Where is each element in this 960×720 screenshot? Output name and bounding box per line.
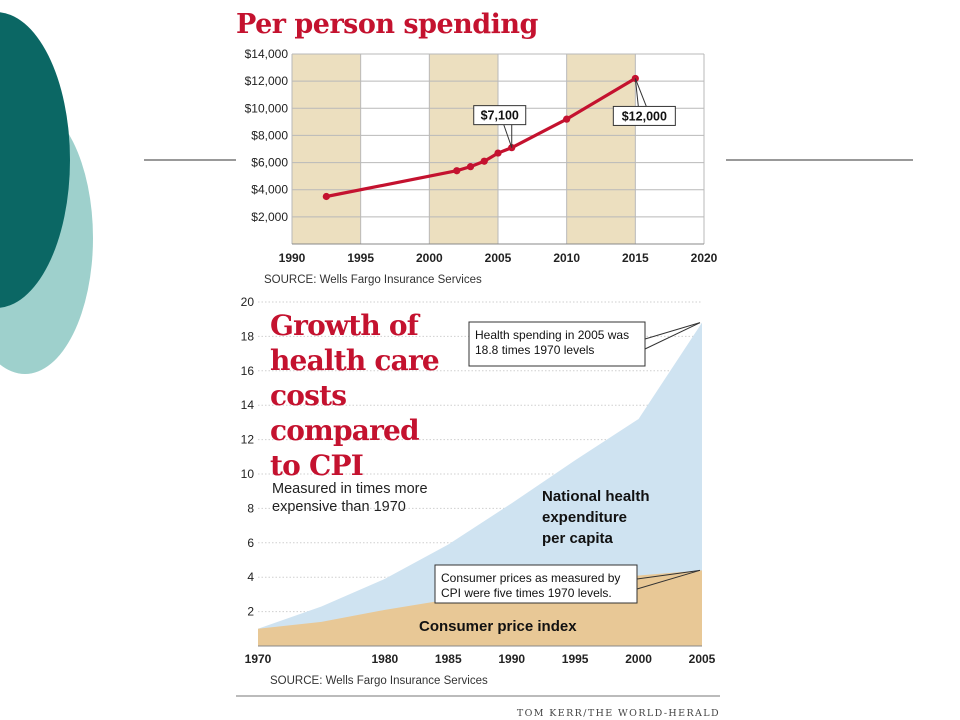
spending-point: [466, 163, 475, 171]
chart-title-line: health care: [270, 344, 439, 377]
annotation-text: 18.8 times 1970 levels: [475, 343, 594, 357]
y-tick-label: 10: [241, 467, 255, 481]
chart-title-line: costs: [270, 379, 346, 412]
x-tick-label: 2010: [553, 251, 580, 265]
chart-subtitle-line: Measured in times more: [272, 481, 428, 497]
y-tick-label: 4: [247, 570, 254, 584]
y-tick-label: $2,000: [251, 210, 288, 224]
annotation-leader: [644, 322, 701, 350]
y-tick-label: 14: [241, 398, 255, 412]
annotation-box: [468, 321, 646, 367]
y-tick-label: $14,000: [245, 47, 289, 61]
photo-credit: TOM KERR/THE WORLD-HERALD: [517, 708, 720, 719]
annotation-box: [473, 105, 527, 126]
shaded-band: [566, 54, 636, 244]
chart-source: SOURCE: Wells Fargo Insurance Services: [270, 675, 488, 687]
spending-point: [563, 115, 571, 123]
shaded-band: [429, 54, 498, 244]
annotation-text: Health spending in 2005 was: [475, 328, 629, 342]
x-tick-label: 1980: [372, 652, 399, 666]
y-tick-label: 12: [241, 433, 255, 447]
annotation-box: [612, 105, 676, 126]
x-tick-label: 1995: [347, 251, 374, 265]
annotation-leader: [636, 569, 701, 580]
y-tick-label: 18: [241, 329, 255, 343]
y-tick-label: 6: [247, 536, 254, 550]
x-tick-label: 2020: [691, 251, 718, 265]
series-label-health: National health: [542, 488, 650, 505]
series-label-health: per capita: [542, 530, 614, 547]
chart-title-line: to CPI: [270, 449, 363, 482]
spending-point: [480, 157, 488, 165]
health-care-growth-chart: 2 4 6 8 10 12 14 16 18 20 1970 1980 1985 1990 1995 2000…: [236, 295, 720, 719]
spending-point: [453, 167, 461, 175]
y-tick-label: 20: [241, 295, 255, 309]
x-tick-label: 2005: [689, 652, 716, 666]
y-tick-label: 8: [247, 501, 254, 515]
annotation-label: $12,000: [622, 109, 667, 123]
y-tick-label: $10,000: [245, 101, 289, 115]
series-label-cpi: Consumer price index: [419, 618, 577, 635]
annotation-leader: [634, 78, 647, 107]
chart-title-line: Growth of: [270, 309, 421, 342]
y-tick-label: $12,000: [245, 74, 289, 88]
annotation-label: $7,100: [481, 109, 519, 123]
series-label-health: expenditure: [542, 509, 627, 526]
x-tick-label: 1990: [498, 652, 525, 666]
shaded-band: [292, 54, 361, 244]
y-tick-label: $8,000: [251, 128, 288, 142]
y-tick-label: $4,000: [251, 183, 288, 197]
annotation-text: Consumer prices as measured by: [441, 571, 620, 585]
x-tick-label: 1995: [562, 652, 589, 666]
annotation-leader: [644, 322, 701, 340]
annotation-leader: [634, 78, 639, 107]
decorative-circle-dark: [0, 12, 70, 308]
x-tick-label: 2005: [485, 251, 512, 265]
chart-title: Per person spending: [236, 9, 539, 40]
x-tick-label: 1985: [435, 652, 462, 666]
x-tick-label: 2000: [416, 251, 443, 265]
per-person-spending-chart: $2,000 $4,000 $6,000 $8,000 $10,000 $12,000 $1…: [236, 9, 718, 286]
spending-point: [494, 149, 502, 157]
x-tick-label: 1990: [279, 251, 306, 265]
x-tick-label: 2000: [625, 652, 652, 666]
chart-title-line: compared: [270, 414, 419, 447]
chart-source: SOURCE: Wells Fargo Insurance Services: [264, 274, 482, 286]
annotation-box: [434, 564, 638, 604]
x-tick-label: 1970: [245, 652, 272, 666]
annotation-leader: [636, 569, 701, 590]
annotation-leader: [503, 124, 513, 148]
spending-point: [322, 192, 330, 201]
y-tick-label: $6,000: [251, 156, 288, 170]
chart-subtitle-line: expensive than 1970: [272, 499, 406, 515]
x-tick-label: 2015: [622, 251, 649, 265]
y-tick-label: 2: [247, 605, 254, 619]
annotation-text: CPI were five times 1970 levels.: [441, 586, 612, 600]
y-tick-label: 16: [241, 364, 255, 378]
